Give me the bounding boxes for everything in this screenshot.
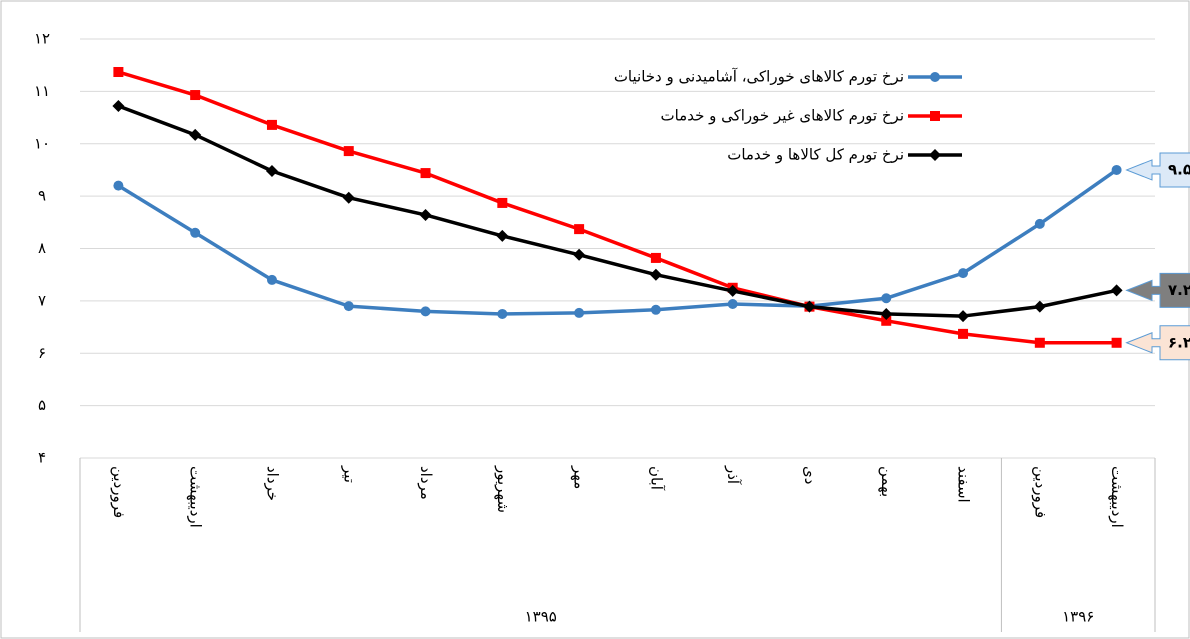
point (112, 100, 125, 113)
x-tick-label: بهمن (878, 466, 896, 497)
point (113, 66, 124, 77)
point (803, 300, 816, 313)
point (1111, 164, 1122, 175)
point (958, 328, 969, 339)
point (573, 248, 586, 261)
point (881, 315, 892, 326)
point (190, 90, 201, 101)
point (497, 197, 508, 208)
value-label-box (1125, 325, 1190, 361)
point (343, 146, 354, 157)
point (930, 72, 940, 82)
point (496, 229, 509, 242)
x-tick-label: تیر (340, 465, 358, 483)
point (265, 164, 278, 177)
point (880, 307, 893, 320)
value-label: ۷.۲ (1168, 281, 1190, 299)
point (727, 299, 738, 310)
point (266, 119, 277, 130)
point (958, 268, 969, 279)
point (419, 208, 432, 221)
point (420, 306, 431, 317)
value-label: ۹.۵ (1168, 160, 1190, 178)
value-label-box (1125, 272, 1190, 308)
x-tick-label: اردیبهشت (1108, 466, 1126, 528)
y-tick-label: ۵ (38, 396, 46, 414)
point (726, 284, 739, 297)
point (650, 304, 661, 315)
y-tick-label: ۷ (38, 291, 46, 309)
y-tick-label: ۴ (38, 449, 46, 467)
x-tick-label: مهر (571, 465, 589, 489)
y-tick-label: ۹ (38, 187, 46, 205)
point (266, 274, 277, 285)
x-tick-label: شهریور (494, 465, 512, 513)
point (497, 308, 508, 319)
value-label-box (1125, 152, 1190, 188)
point (929, 149, 941, 161)
point (113, 180, 124, 191)
x-tick-label: مرداد (417, 466, 435, 500)
point (1034, 337, 1045, 348)
x-tick-label: آبان (647, 466, 665, 491)
series-line (117, 70, 1117, 345)
x-tick-label: دی (801, 466, 819, 484)
point (1110, 284, 1123, 297)
point (649, 268, 662, 281)
series-line (117, 168, 1118, 316)
point (574, 307, 585, 318)
y-tick-label: ۱۱ (34, 82, 50, 100)
point (1034, 218, 1045, 229)
x-tick-label: خرداد (263, 466, 281, 501)
point (930, 111, 940, 121)
x-tick-label: فروردین (1031, 466, 1049, 518)
group-label: ۱۳۹۶ (1062, 608, 1094, 626)
y-tick-label: ۸ (38, 239, 46, 257)
point (190, 227, 201, 238)
legend-label: نرخ تورم کالاهای خوراکی، آشامیدنی و دخان… (614, 68, 904, 86)
series-line (117, 104, 1117, 318)
legend-label: نرخ تورم کل کالاها و خدمات (727, 146, 904, 164)
y-tick-label: ۱۰ (34, 134, 50, 152)
point (957, 310, 970, 323)
x-tick-label: آذر (724, 465, 742, 485)
y-tick-label: ۶ (38, 344, 46, 362)
x-tick-label: فروردین (110, 466, 128, 518)
point (1033, 300, 1046, 313)
point (574, 224, 585, 235)
point (881, 293, 892, 304)
y-tick-label: ۱۲ (34, 30, 50, 48)
group-label: ۱۳۹۵ (525, 608, 557, 626)
point (420, 168, 431, 179)
legend-label: نرخ تورم کالاهای غیر خوراکی و خدمات (660, 107, 904, 125)
point (342, 191, 355, 204)
point (650, 252, 661, 263)
x-tick-label: اسفند (955, 466, 973, 503)
point (1111, 337, 1122, 348)
x-tick-label: اردیبهشت (187, 466, 205, 528)
value-label: ۶.۲ (1168, 333, 1190, 351)
point (343, 301, 354, 312)
point (189, 128, 202, 141)
